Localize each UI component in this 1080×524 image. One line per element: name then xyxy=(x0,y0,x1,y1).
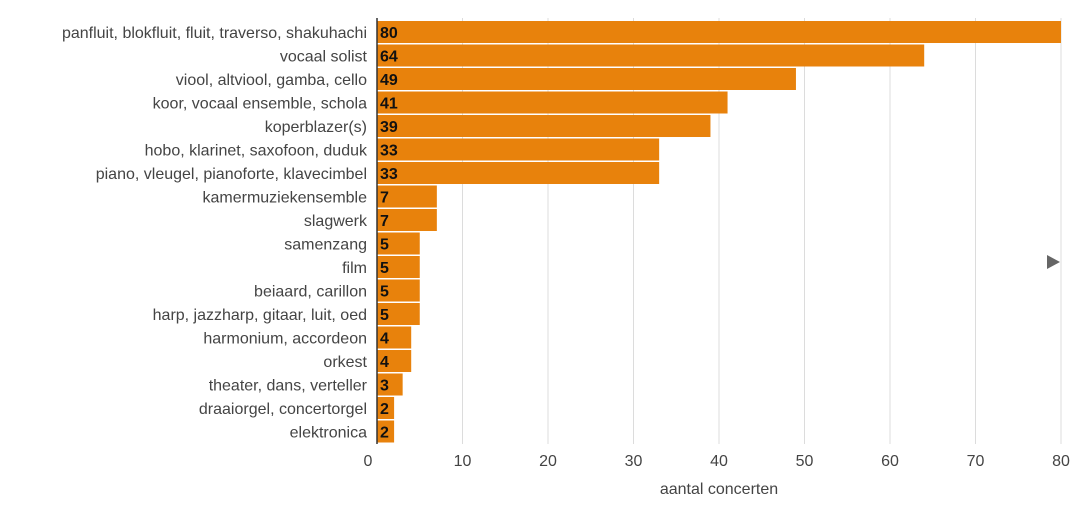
x-tick-label: 80 xyxy=(1052,453,1070,470)
category-label: harmonium, accordeon xyxy=(203,331,367,348)
bar-value-label: 49 xyxy=(380,72,398,89)
x-tick-label: 70 xyxy=(967,453,985,470)
bar[interactable] xyxy=(377,209,437,231)
bar-value-label: 41 xyxy=(380,96,398,113)
bar-value-label: 2 xyxy=(380,425,389,442)
category-label: hobo, klarinet, saxofoon, duduk xyxy=(145,143,368,160)
play-triangle-icon[interactable] xyxy=(1047,255,1060,269)
category-label: draaiorgel, concertorgel xyxy=(199,401,367,418)
category-label: elektronica xyxy=(290,425,367,442)
category-label: koperblazer(s) xyxy=(265,119,367,136)
bar[interactable] xyxy=(377,115,711,137)
bar-value-label: 4 xyxy=(380,354,389,371)
category-label: panfluit, blokfluit, fluit, traverso, sh… xyxy=(62,25,367,42)
bar[interactable] xyxy=(377,350,412,372)
category-label: theater, dans, verteller xyxy=(209,378,368,395)
bar-value-label: 39 xyxy=(380,119,398,136)
category-label: harp, jazzharp, gitaar, luit, oed xyxy=(153,307,367,324)
category-label: samenzang xyxy=(284,237,367,254)
x-axis-title: aantal concerten xyxy=(660,481,778,498)
bar[interactable] xyxy=(377,373,403,396)
bar[interactable] xyxy=(377,256,420,278)
bar[interactable] xyxy=(377,303,420,325)
bar-value-label: 5 xyxy=(380,260,389,277)
bar[interactable] xyxy=(377,21,1061,43)
bar[interactable] xyxy=(377,326,412,349)
bar-value-label: 80 xyxy=(380,25,398,42)
x-tick-label: 20 xyxy=(539,453,557,470)
bar-value-label: 4 xyxy=(380,331,389,348)
bar[interactable] xyxy=(377,420,395,443)
category-label: koor, vocaal ensemble, schola xyxy=(153,96,367,113)
x-tick-label: 0 xyxy=(364,453,373,470)
bar-value-label: 3 xyxy=(380,378,389,395)
x-tick-label: 30 xyxy=(625,453,643,470)
bar[interactable] xyxy=(377,162,660,184)
x-tick-label: 10 xyxy=(454,453,472,470)
bar-value-label: 33 xyxy=(380,166,398,183)
category-label: slagwerk xyxy=(304,213,368,230)
bar-value-label: 7 xyxy=(380,213,389,230)
x-tick-label: 40 xyxy=(710,453,728,470)
bar[interactable] xyxy=(377,68,796,90)
bar-value-label: 33 xyxy=(380,143,398,160)
bar[interactable] xyxy=(377,279,420,302)
bar-value-label: 5 xyxy=(380,284,389,301)
category-label: film xyxy=(342,260,367,277)
bar[interactable] xyxy=(377,138,660,161)
bar-value-label: 2 xyxy=(380,401,389,418)
bar-value-label: 5 xyxy=(380,237,389,254)
category-label: orkest xyxy=(323,354,367,371)
category-label: piano, vleugel, pianoforte, klavecimbel xyxy=(96,166,367,183)
bar[interactable] xyxy=(377,185,437,208)
bar[interactable] xyxy=(377,397,395,419)
category-label: vocaal solist xyxy=(280,49,368,66)
bars: 80 64 49 41 39 33 33 7 7 5 5 5 5 4 4 3 2 2 xyxy=(377,21,1061,443)
bar[interactable] xyxy=(377,232,420,255)
bar[interactable] xyxy=(377,44,925,67)
category-label: viool, altviool, gamba, cello xyxy=(176,72,367,89)
category-labels: panfluit, blokfluit, fluit, traverso, sh… xyxy=(62,25,368,442)
bar[interactable] xyxy=(377,91,728,114)
category-label: kamermuziekensemble xyxy=(202,190,367,207)
x-tick-label: 60 xyxy=(881,453,899,470)
x-axis-ticks: 0 10 20 30 40 50 60 70 80 xyxy=(364,453,1070,470)
x-tick-label: 50 xyxy=(796,453,814,470)
bar-value-label: 64 xyxy=(380,49,398,66)
bar-value-label: 5 xyxy=(380,307,389,324)
category-label: beiaard, carillon xyxy=(254,284,367,301)
bar-value-label: 7 xyxy=(380,190,389,207)
